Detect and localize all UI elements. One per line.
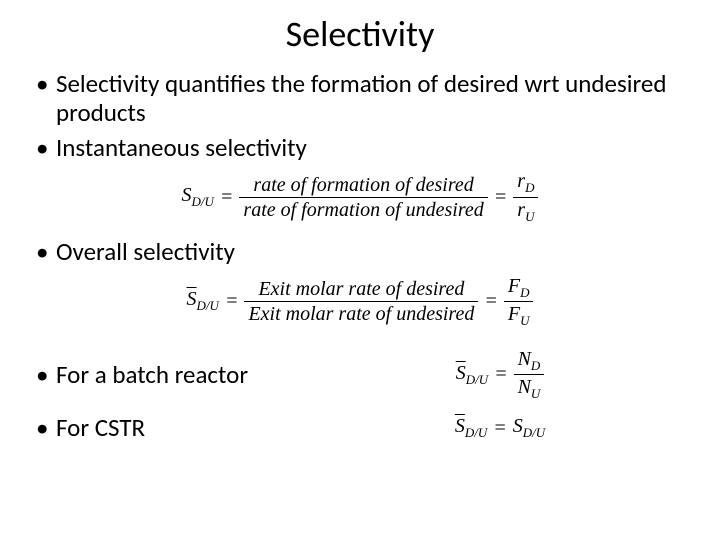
eq-denominator: rU — [513, 197, 538, 224]
eq-subscript: D — [531, 358, 540, 373]
equation-cstr: SD/U = SD/U — [310, 415, 690, 441]
eq-symbol: F — [508, 275, 520, 297]
eq-batch-lhs: SD/U — [456, 362, 488, 388]
eq-inst-lhs: SD/U — [182, 184, 214, 210]
eq-symbol: r — [517, 199, 525, 221]
eq-subscript: D/U — [192, 194, 214, 209]
eq-symbol: S — [182, 184, 192, 206]
eq-denominator: Exit molar rate of undesired — [244, 301, 478, 325]
eq-subscript: U — [520, 313, 529, 328]
bullet-selectivity-definition: Selectivity quantifies the formation of … — [30, 70, 690, 128]
eq-subscript: D/U — [465, 425, 487, 440]
bullet-list: Overall selectivity — [30, 238, 690, 267]
eq-overall-lhs: SD/U — [187, 288, 219, 314]
eq-overall-frac-symbols: FD FU — [504, 275, 534, 329]
equation-instantaneous: SD/U = rate of formation of desired rate… — [30, 170, 690, 224]
eq-subscript: D/U — [466, 372, 488, 387]
eq-subscript: U — [525, 209, 534, 224]
slide-container: Selectivity Selectivity quantifies the f… — [0, 0, 720, 540]
eq-subscript: D — [520, 285, 529, 300]
eq-subscript: D/U — [197, 298, 219, 313]
eq-numerator: Exit molar rate of desired — [254, 278, 468, 301]
eq-symbol: r — [517, 170, 525, 192]
equals-sign: = — [484, 290, 498, 313]
eq-numerator: ND — [514, 348, 545, 374]
bullet-list: Selectivity quantifies the formation of … — [30, 70, 690, 162]
eq-denominator: NU — [514, 374, 545, 401]
eq-numerator: rate of formation of desired — [249, 174, 477, 197]
eq-symbol: S — [455, 415, 465, 437]
equals-sign: = — [220, 186, 234, 209]
equals-sign: = — [225, 290, 239, 313]
row-cstr: For CSTR SD/U = SD/U — [30, 414, 690, 443]
eq-cstr-rhs: SD/U — [513, 415, 545, 441]
eq-denominator: rate of formation of undesired — [239, 197, 487, 221]
eq-denominator: FU — [504, 301, 534, 328]
slide-title: Selectivity — [130, 12, 590, 56]
eq-symbol: N — [518, 376, 531, 398]
equals-sign: = — [494, 186, 508, 209]
eq-inst-frac-symbols: rD rU — [513, 170, 538, 224]
eq-numerator: rD — [513, 170, 538, 196]
equals-sign: = — [493, 417, 507, 440]
eq-numerator: FD — [504, 275, 534, 301]
eq-inst-frac-words: rate of formation of desired rate of for… — [239, 174, 487, 221]
equals-sign: = — [494, 363, 508, 386]
eq-symbol: S — [513, 415, 523, 437]
eq-symbol: N — [518, 348, 531, 370]
eq-symbol: F — [508, 303, 520, 325]
bullet-cstr: For CSTR — [30, 414, 310, 443]
row-batch: For a batch reactor SD/U = ND NU — [30, 348, 690, 402]
eq-symbol: S — [456, 362, 466, 384]
bullet-overall: Overall selectivity — [30, 238, 690, 267]
equation-batch: SD/U = ND NU — [310, 348, 690, 402]
eq-subscript: U — [531, 386, 540, 401]
bullet-batch: For a batch reactor — [30, 361, 310, 390]
eq-cstr-lhs: SD/U — [455, 415, 487, 441]
eq-subscript: D/U — [523, 425, 545, 440]
eq-batch-frac: ND NU — [514, 348, 545, 402]
eq-symbol: S — [187, 288, 197, 310]
bullet-instantaneous: Instantaneous selectivity — [30, 134, 690, 163]
equation-overall: SD/U = Exit molar rate of desired Exit m… — [30, 275, 690, 329]
eq-overall-frac-words: Exit molar rate of desired Exit molar ra… — [244, 278, 478, 325]
eq-subscript: D — [525, 180, 534, 195]
